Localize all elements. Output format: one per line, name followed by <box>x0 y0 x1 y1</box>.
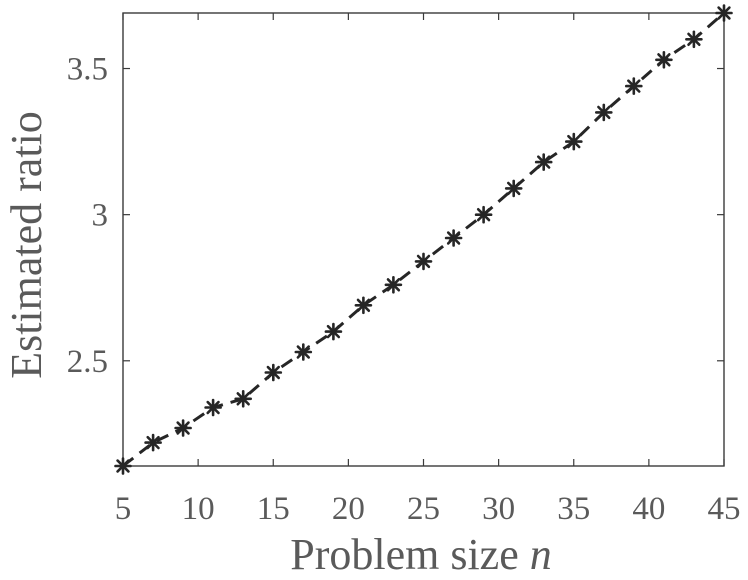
x-tick-label-6: 35 <box>557 491 590 527</box>
x-tick-label-2: 15 <box>257 491 290 527</box>
y-tick-label-0: 2.5 <box>67 344 108 380</box>
x-tick-label-1: 10 <box>182 491 215 527</box>
data-point-17 <box>624 77 643 95</box>
data-point-3 <box>204 398 222 417</box>
data-point-14 <box>534 153 553 171</box>
y-tick-labels: 2.5 3 3.5 <box>67 52 108 380</box>
data-point-10 <box>414 252 433 271</box>
x-axis-label-variable: n <box>530 530 552 579</box>
x-tick-label-0: 5 <box>115 491 132 527</box>
data-point-16 <box>594 103 613 122</box>
data-point-19 <box>685 30 703 49</box>
data-point-12 <box>474 205 493 224</box>
data-point-9 <box>384 275 403 294</box>
data-point-6 <box>294 343 313 361</box>
x-tick-label-8: 45 <box>708 491 741 527</box>
data-point-0 <box>114 457 132 475</box>
y-tick-label-2: 3.5 <box>67 52 108 88</box>
data-point-5 <box>264 363 283 382</box>
data-point-15 <box>564 132 583 151</box>
data-point-7 <box>324 322 343 341</box>
plot-area <box>114 4 733 475</box>
x-tick-labels: 5 10 15 20 25 30 35 40 45 <box>115 491 741 527</box>
y-axis-label: Estimated ratio <box>2 111 51 379</box>
y-tick-label-1: 3 <box>92 198 109 234</box>
x-tick-label-3: 20 <box>332 491 365 527</box>
data-point-2 <box>174 419 192 437</box>
axis-ticks <box>122 13 725 466</box>
data-point-20 <box>715 4 733 22</box>
data-point-1 <box>144 433 162 452</box>
x-tick-label-4: 25 <box>407 491 440 527</box>
data-point-18 <box>655 50 673 69</box>
data-point-11 <box>444 229 463 247</box>
x-axis-label-text: Problem size <box>290 530 519 579</box>
x-tick-label-5: 30 <box>482 491 515 527</box>
data-point-13 <box>504 179 523 198</box>
data-point-4 <box>234 389 252 408</box>
data-markers <box>114 4 733 475</box>
data-point-8 <box>354 296 373 315</box>
x-tick-label-7: 40 <box>632 491 665 527</box>
x-axis-label: Problem size n <box>290 530 552 579</box>
